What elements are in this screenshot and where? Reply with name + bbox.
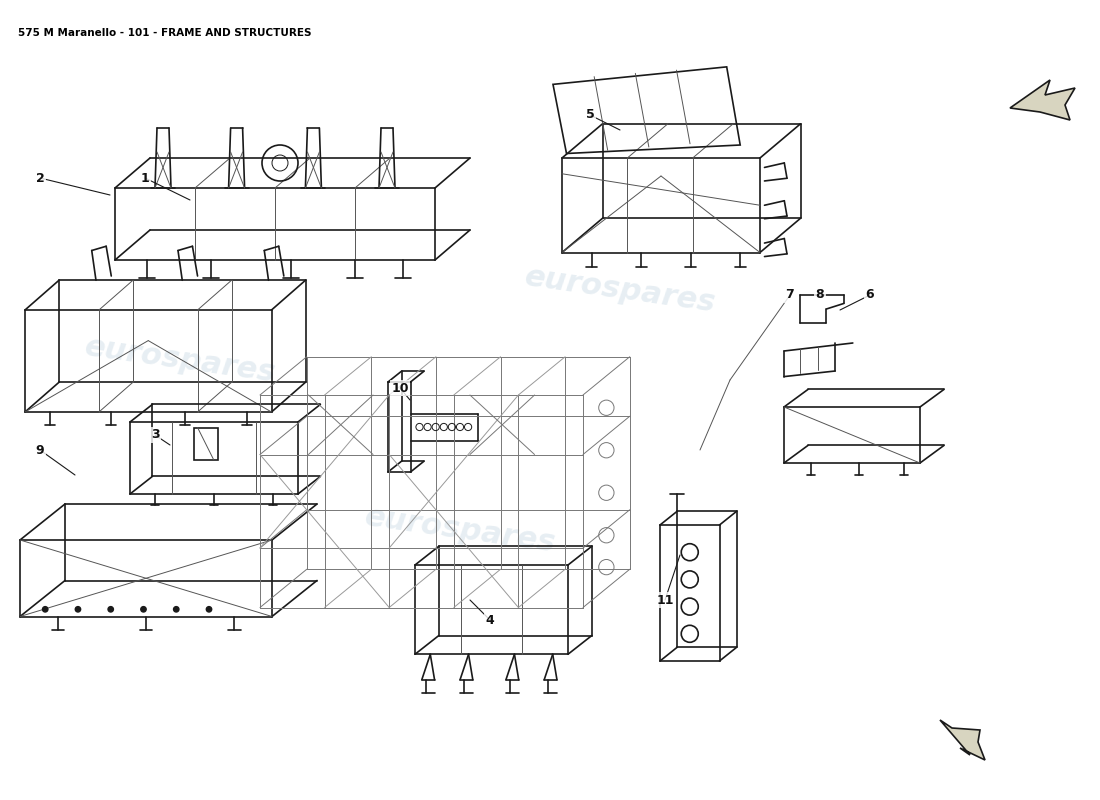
Text: 575 M Maranello - 101 - FRAME AND STRUCTURES: 575 M Maranello - 101 - FRAME AND STRUCT…	[18, 28, 311, 38]
Circle shape	[108, 606, 113, 612]
Circle shape	[75, 606, 80, 612]
Text: 2: 2	[35, 171, 44, 185]
Text: 9: 9	[35, 443, 44, 457]
Text: 8: 8	[816, 289, 824, 302]
Text: eurospares: eurospares	[363, 502, 558, 558]
Text: 10: 10	[392, 382, 409, 394]
Text: 6: 6	[866, 289, 874, 302]
Circle shape	[174, 606, 179, 612]
Circle shape	[207, 606, 211, 612]
Text: 4: 4	[485, 614, 494, 626]
Text: 7: 7	[785, 289, 794, 302]
Text: eurospares: eurospares	[82, 332, 277, 388]
Text: 3: 3	[151, 429, 160, 442]
Polygon shape	[1010, 80, 1075, 120]
Polygon shape	[940, 720, 984, 760]
Circle shape	[43, 606, 48, 612]
Bar	[194, 427, 218, 459]
Circle shape	[141, 606, 146, 612]
Text: 11: 11	[657, 594, 673, 606]
Text: 1: 1	[141, 171, 150, 185]
Text: eurospares: eurospares	[522, 262, 717, 318]
Text: 5: 5	[585, 109, 594, 122]
